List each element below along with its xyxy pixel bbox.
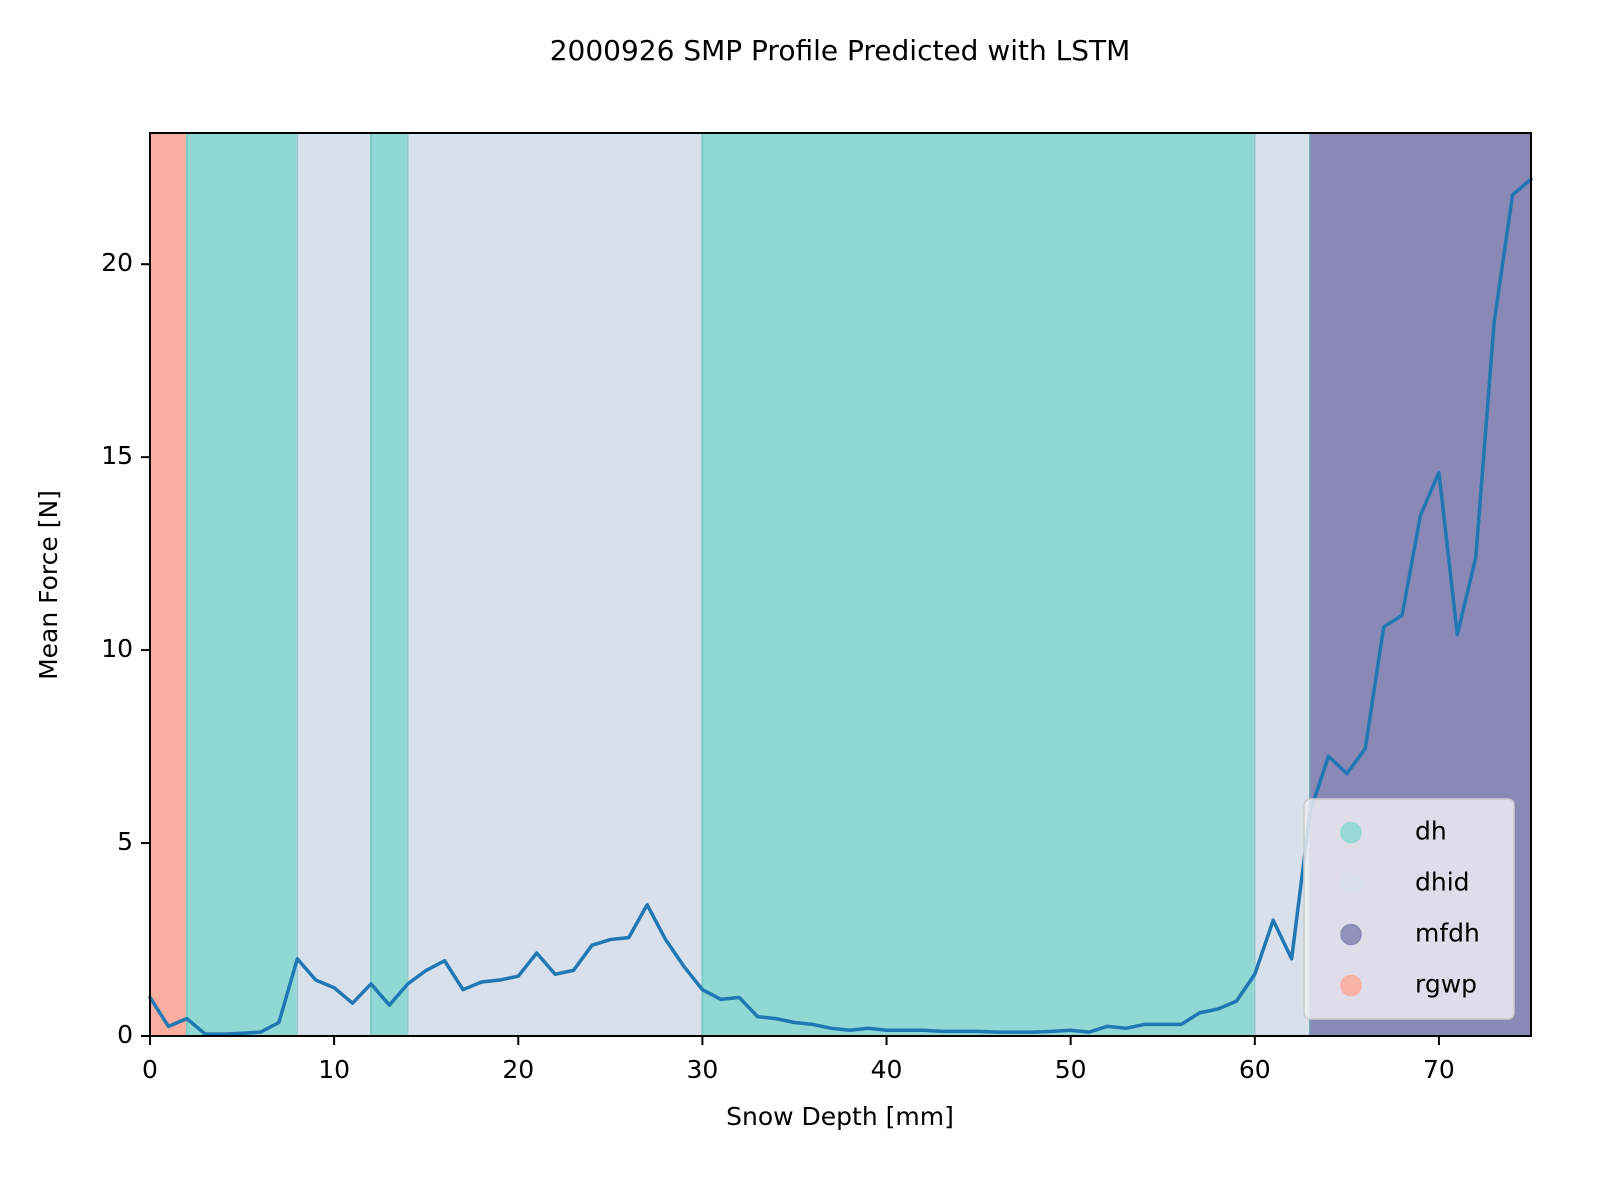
y-tick-label: 15 [101,441,133,470]
legend-label-rgwp: rgwp [1415,970,1477,999]
band-rgwp-0 [150,133,187,1036]
band-dhid-2 [297,133,371,1036]
legend-label-dh: dh [1415,817,1447,846]
plot-frame [149,132,1532,1037]
x-tick-label: 30 [686,1055,718,1084]
x-axis-label: Snow Depth [mm] [726,1102,954,1131]
y-tick-label: 20 [101,248,133,277]
legend-marker-rgwp [1340,974,1362,997]
series-line-0 [148,177,1533,1036]
x-tick-label: 10 [318,1055,350,1084]
band-dh-1 [186,133,298,1036]
legend-marker-mfdh [1340,923,1362,946]
x-tick-label: 50 [1055,1055,1087,1084]
x-tick-label: 20 [502,1055,534,1084]
x-tick-label: 40 [871,1055,903,1084]
legend-marker-dhid [1340,872,1362,895]
legend: dh dhid mfdh rgwp [1303,798,1515,1020]
band-dhid-4 [407,133,703,1036]
y-tick-label: 10 [101,634,133,663]
chart-title: 2000926 SMP Profile Predicted with LSTM [550,34,1131,67]
x-tick-label: 60 [1239,1055,1271,1084]
band-dh-5 [702,133,1255,1036]
y-tick-label: 5 [117,827,133,856]
x-tick-label: 70 [1423,1055,1455,1084]
band-dhid-6 [1254,133,1311,1036]
y-axis-label: Mean Force [N] [34,490,63,680]
y-tick-label: 0 [117,1020,133,1049]
legend-box [1303,798,1515,1020]
x-tick-label: 0 [142,1055,158,1084]
legend-marker-dh [1340,821,1362,844]
band-dh-3 [370,133,408,1036]
legend-label-dhid: dhid [1415,868,1470,897]
legend-label-mfdh: mfdh [1415,919,1480,948]
